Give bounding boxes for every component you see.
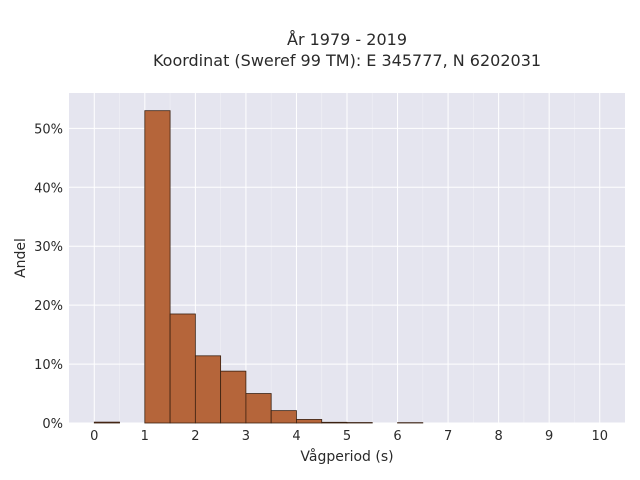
x-tick-label: 3 (242, 429, 250, 444)
chart-title: År 1979 - 2019 Koordinat (Sweref 99 TM):… (153, 30, 541, 70)
x-axis-ticks: 0 1 2 3 4 5 6 7 8 9 10 (90, 429, 608, 444)
y-tick-label: 10% (34, 358, 63, 373)
x-axis-label: Vågperiod (s) (300, 448, 393, 465)
y-tick-label: 30% (34, 240, 63, 255)
x-tick-label: 6 (393, 429, 401, 444)
y-tick-label: 40% (34, 181, 63, 196)
y-tick-label: 20% (34, 299, 63, 314)
x-tick-label: 5 (343, 429, 351, 444)
chart-title-line-2: Koordinat (Sweref 99 TM): E 345777, N 62… (153, 51, 541, 70)
histogram-bar (220, 370, 247, 424)
histogram-bar (296, 419, 323, 424)
x-tick-label: 1 (141, 429, 149, 444)
y-tick-label: 50% (34, 122, 63, 137)
x-tick-label: 10 (591, 429, 608, 444)
x-tick-label: 8 (494, 429, 502, 444)
histogram-bar (169, 313, 196, 424)
histogram-bar (245, 393, 272, 424)
histogram-bar (194, 355, 222, 424)
y-tick-label: 0% (42, 417, 63, 432)
x-tick-label: 7 (444, 429, 452, 444)
histogram-bar (93, 421, 120, 424)
histogram-bar (270, 410, 297, 424)
x-tick-label: 0 (90, 429, 98, 444)
x-tick-label: 4 (292, 429, 300, 444)
x-tick-label: 2 (191, 429, 199, 444)
x-tick-label: 9 (545, 429, 553, 444)
y-axis-label: Andel (13, 238, 29, 278)
histogram-bars (93, 110, 424, 424)
y-axis-ticks: 0% 10% 20% 30% 40% 50% (34, 122, 63, 432)
histogram-bar (321, 421, 348, 424)
chart-title-line-1: År 1979 - 2019 (287, 30, 407, 49)
histogram-bar (144, 110, 171, 424)
